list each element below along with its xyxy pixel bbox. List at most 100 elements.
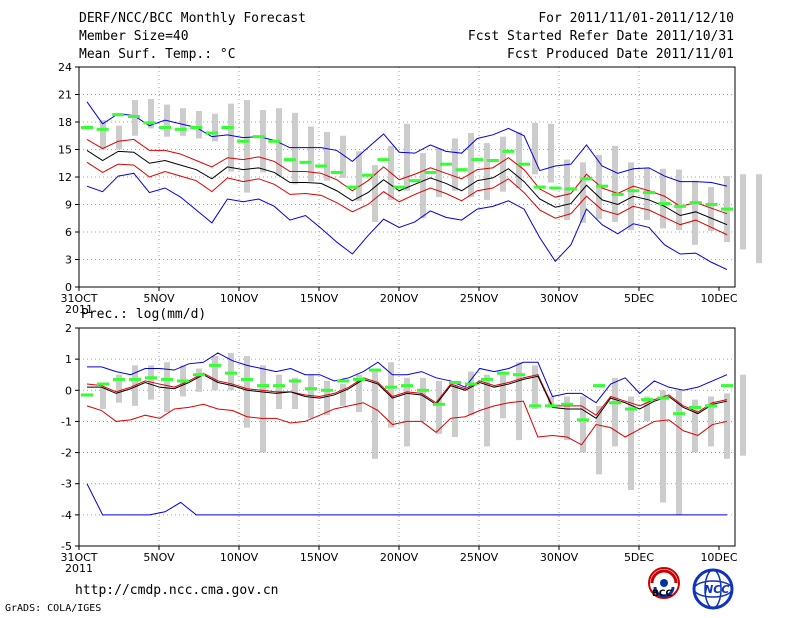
temp-ytick-label: 21	[58, 89, 72, 102]
temp-clim-mark	[159, 126, 172, 129]
precip-obs-bar	[420, 377, 426, 422]
temp-ytick-label: 3	[65, 254, 72, 267]
precip-obs-bar	[628, 396, 634, 490]
temp-obs-bar	[228, 103, 234, 172]
precip-obs-bar	[740, 374, 746, 456]
precip-clim-mark	[81, 393, 93, 397]
temp-frame	[78, 66, 736, 288]
temp-obs-bar	[148, 99, 154, 129]
precip-clim-mark	[433, 402, 445, 406]
precip-clim-mark	[561, 402, 573, 406]
temp-clim-mark	[205, 131, 218, 135]
precip-clim-mark	[337, 379, 349, 383]
precip-obs-bar	[596, 405, 602, 475]
precip-year-label: 2011	[65, 562, 93, 575]
temp-obs-bar	[436, 148, 442, 198]
temp-clim-mark	[627, 189, 640, 193]
temp-xtick-label: 31OCT	[60, 292, 97, 305]
temp-clim-mark	[533, 185, 546, 189]
temp-xtick-label: 10NOV	[220, 292, 259, 305]
precip-xtick-label: 30NOV	[540, 551, 579, 564]
temp-clim-mark	[112, 113, 125, 117]
precip-obs-bar	[404, 377, 410, 447]
temp-clim-mark	[361, 173, 374, 177]
precip-obs-bar	[164, 362, 170, 413]
temp-obs-bar	[308, 126, 314, 182]
temp-obs-bar	[484, 143, 490, 200]
temp-clim-mark	[346, 185, 359, 189]
temp-ytick-label: 9	[65, 199, 72, 212]
precip-obs-bar	[308, 374, 314, 419]
precip-obs-bar	[724, 393, 730, 459]
precip-series-lower	[86, 400, 728, 446]
precip-obs-bar	[244, 356, 250, 428]
temp-obs-bar	[340, 135, 346, 178]
precip-xtick-label: 31OCT	[60, 551, 97, 564]
temp-clim-mark	[518, 162, 531, 166]
precip-clim-mark	[481, 377, 493, 381]
precip-clim-mark	[353, 377, 365, 381]
temp-clim-mark	[721, 207, 733, 211]
precip-series-upper	[86, 372, 728, 416]
precip-obs-bar	[340, 384, 346, 406]
temp-clim-mark	[486, 159, 499, 162]
precip-obs-bar	[660, 390, 666, 503]
source-url[interactable]: http://cmdp.ncc.cma.gov.cn	[75, 583, 279, 598]
precip-clim-mark	[241, 377, 253, 381]
precip-obs-bar	[372, 371, 378, 459]
temp-obs-bar	[628, 162, 634, 231]
temp-xtick-label: 5NOV	[143, 292, 175, 305]
temp-obs-bar	[324, 132, 330, 181]
temp-series-mean	[86, 149, 728, 226]
precip-clim-mark	[385, 385, 397, 389]
precip-clim-mark	[113, 377, 125, 381]
forecast-produced-date: Fcst Produced Date 2011/11/01	[507, 47, 734, 62]
temp-obs-bar	[420, 153, 426, 219]
temp-clim-mark	[502, 149, 515, 153]
precip-series-mean	[87, 374, 728, 419]
temp-clim-mark	[127, 115, 140, 118]
precip-ytick-label: -5	[61, 540, 72, 553]
temp-obs-bar	[660, 168, 666, 229]
temp-clim-mark	[471, 158, 484, 162]
precip-obs-bar	[692, 399, 698, 453]
temp-obs-bar	[516, 132, 522, 188]
temp-series-lower	[86, 161, 728, 236]
precip-series-ens_max	[87, 352, 728, 404]
precip-panel: -5 -4 -3 -2 -1 0 1 2 31OCT 5NOV 10NOV 15NOV 20NOV 25N…	[60, 322, 746, 575]
temp-obs-bar	[260, 110, 266, 173]
precip-obs-bar	[436, 380, 442, 434]
temp-clim-mark	[221, 126, 234, 129]
temp-panel: 0 3 6 9 12 15 18 21 24 31OCT 5NOV 10NOV 15NOV 20NOV 25…	[58, 61, 762, 316]
precip-clim-mark	[97, 382, 109, 386]
temp-xtick-label: 25NOV	[460, 292, 499, 305]
precip-clim-mark	[193, 373, 205, 377]
member-size: Member Size=40	[79, 29, 189, 44]
temp-clim-mark	[564, 187, 577, 191]
precip-clim-mark	[705, 404, 717, 408]
variable-label-temp: Mean Surf. Temp.: °C	[79, 47, 236, 62]
precip-obs-bar	[196, 368, 202, 392]
precip-clim-mark	[369, 368, 381, 372]
precip-clim-mark	[497, 371, 509, 375]
temp-clim-mark	[315, 164, 328, 168]
temp-clim-mark	[408, 179, 421, 183]
precip-clim-mark	[145, 376, 157, 380]
precip-clim-mark	[721, 384, 733, 388]
temp-obs-bar	[532, 122, 538, 175]
temp-xtick-label: 15NOV	[300, 292, 339, 305]
precip-obs-bar	[612, 377, 618, 447]
temp-obs-bar	[244, 100, 250, 193]
temp-clim-mark	[96, 127, 109, 131]
precip-clim-mark	[465, 382, 477, 386]
temp-xtick-label: 5DEC	[624, 292, 654, 305]
temp-ytick-label: 24	[58, 61, 72, 74]
temp-obs-bar	[612, 145, 618, 222]
temp-clim-mark	[689, 201, 702, 205]
temp-xtick-label: 20NOV	[380, 292, 419, 305]
temp-obs-bar	[356, 151, 362, 201]
precip-clim-mark	[529, 404, 541, 408]
temp-obs-bar	[180, 108, 186, 136]
precip-clim-mark	[321, 388, 333, 392]
